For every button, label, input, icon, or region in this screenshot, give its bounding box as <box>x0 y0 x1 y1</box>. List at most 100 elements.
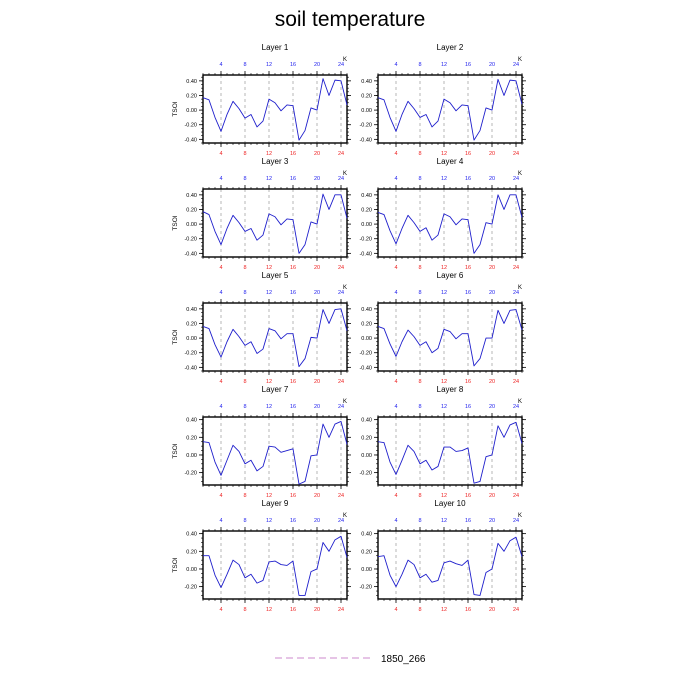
x-tick-label-top: 4 <box>219 404 222 410</box>
x-tick-label-bottom: 8 <box>243 379 246 385</box>
y-axis-label: TSOI <box>172 443 179 458</box>
chart-panel-4: Layer 444881212161620202424K-0.40-0.200.… <box>359 157 526 271</box>
x-tick-label-top: 4 <box>394 62 397 68</box>
x-tick-label-bottom: 8 <box>418 493 421 499</box>
x-tick-label-top: 20 <box>489 404 495 410</box>
chart-panel-2: Layer 244881212161620202424K-0.40-0.200.… <box>359 43 526 157</box>
y-tick-label: -0.20 <box>359 123 372 129</box>
x-tick-label-bottom: 12 <box>266 151 272 157</box>
chart-panel-7: Layer 744881212161620202424K-0.200.000.2… <box>172 385 351 499</box>
top-axis-unit: K <box>343 399 347 405</box>
x-tick-label-top: 12 <box>441 176 447 182</box>
x-tick-label-bottom: 4 <box>219 265 222 271</box>
top-axis-unit: K <box>518 513 522 519</box>
x-tick-label-bottom: 24 <box>513 265 519 271</box>
y-tick-label: 0.20 <box>361 207 372 213</box>
y-tick-label: 0.20 <box>361 321 372 327</box>
y-tick-label: 0.40 <box>361 532 372 538</box>
x-tick-label-bottom: 20 <box>314 151 320 157</box>
y-tick-label: 0.00 <box>361 567 372 573</box>
x-tick-label-bottom: 24 <box>338 607 344 613</box>
x-tick-label-top: 8 <box>243 518 246 524</box>
y-tick-label: 0.20 <box>361 435 372 441</box>
x-tick-label-top: 8 <box>243 290 246 296</box>
x-tick-label-top: 20 <box>314 518 320 524</box>
x-tick-label-bottom: 4 <box>219 151 222 157</box>
x-tick-label-top: 16 <box>465 176 471 182</box>
x-tick-label-bottom: 16 <box>290 607 296 613</box>
x-tick-label-bottom: 12 <box>441 493 447 499</box>
x-tick-label-bottom: 24 <box>513 493 519 499</box>
y-tick-label: -0.40 <box>359 137 372 143</box>
y-tick-label: 0.40 <box>361 193 372 199</box>
x-tick-label-bottom: 12 <box>266 379 272 385</box>
y-tick-label: 0.20 <box>361 93 372 99</box>
y-axis-label: TSOI <box>172 215 179 230</box>
series-line <box>377 78 523 141</box>
panel-title: Layer 10 <box>434 499 466 508</box>
x-tick-label-bottom: 4 <box>219 379 222 385</box>
x-tick-label-bottom: 12 <box>441 607 447 613</box>
y-tick-label: 0.20 <box>186 321 197 327</box>
y-axis-label: TSOI <box>172 557 179 572</box>
chart-panel-5: Layer 544881212161620202424K-0.40-0.200.… <box>172 271 351 385</box>
x-tick-label-top: 4 <box>394 290 397 296</box>
x-tick-label-bottom: 16 <box>290 151 296 157</box>
x-tick-label-top: 16 <box>290 176 296 182</box>
x-tick-label-bottom: 12 <box>441 151 447 157</box>
x-tick-label-bottom: 20 <box>314 379 320 385</box>
x-tick-label-top: 8 <box>418 176 421 182</box>
y-tick-label: -0.40 <box>184 365 197 371</box>
y-tick-label: -0.20 <box>359 471 372 477</box>
series-line <box>377 194 523 254</box>
x-tick-label-bottom: 4 <box>219 493 222 499</box>
x-tick-label-top: 4 <box>219 176 222 182</box>
x-tick-label-top: 4 <box>394 404 397 410</box>
panel-title: Layer 1 <box>262 43 289 52</box>
x-tick-label-top: 4 <box>219 62 222 68</box>
x-tick-label-bottom: 24 <box>338 379 344 385</box>
x-tick-label-bottom: 20 <box>489 379 495 385</box>
top-axis-unit: K <box>343 285 347 291</box>
y-tick-label: -0.40 <box>359 365 372 371</box>
x-tick-label-top: 24 <box>513 62 519 68</box>
x-tick-label-top: 4 <box>394 176 397 182</box>
x-tick-label-bottom: 4 <box>394 151 397 157</box>
panel-title: Layer 2 <box>437 43 464 52</box>
y-tick-label: 0.00 <box>186 567 197 573</box>
panel-title: Layer 9 <box>262 499 289 508</box>
y-tick-label: -0.40 <box>184 251 197 257</box>
x-tick-label-top: 12 <box>266 62 272 68</box>
y-tick-label: 0.00 <box>361 336 372 342</box>
y-tick-label: -0.40 <box>184 137 197 143</box>
chart-panel-6: Layer 644881212161620202424K-0.40-0.200.… <box>359 271 526 385</box>
plot-frame <box>377 188 523 258</box>
x-tick-label-bottom: 16 <box>290 265 296 271</box>
x-tick-label-top: 12 <box>441 404 447 410</box>
x-tick-label-top: 16 <box>290 404 296 410</box>
x-tick-label-bottom: 16 <box>290 493 296 499</box>
x-tick-label-bottom: 4 <box>219 607 222 613</box>
x-tick-label-bottom: 16 <box>465 607 471 613</box>
x-tick-label-bottom: 4 <box>394 493 397 499</box>
x-tick-label-top: 4 <box>394 518 397 524</box>
x-tick-label-top: 20 <box>314 290 320 296</box>
figure-title: soil temperature <box>274 8 426 31</box>
series-line <box>202 193 348 254</box>
x-tick-label-top: 8 <box>418 518 421 524</box>
x-tick-label-top: 16 <box>290 290 296 296</box>
y-axis-label: TSOI <box>172 101 179 116</box>
plot-frame <box>202 302 348 372</box>
x-tick-label-top: 4 <box>219 518 222 524</box>
x-tick-label-top: 24 <box>513 404 519 410</box>
y-tick-label: 0.40 <box>186 418 197 424</box>
panel-title: Layer 5 <box>262 271 289 280</box>
x-tick-label-bottom: 8 <box>418 379 421 385</box>
x-tick-label-top: 24 <box>338 518 344 524</box>
x-tick-label-bottom: 24 <box>338 151 344 157</box>
y-tick-label: 0.20 <box>186 93 197 99</box>
chart-panel-9: Layer 944881212161620202424K-0.200.000.2… <box>172 499 351 613</box>
x-tick-label-bottom: 20 <box>489 151 495 157</box>
top-axis-unit: K <box>518 57 522 63</box>
x-tick-label-top: 20 <box>314 176 320 182</box>
